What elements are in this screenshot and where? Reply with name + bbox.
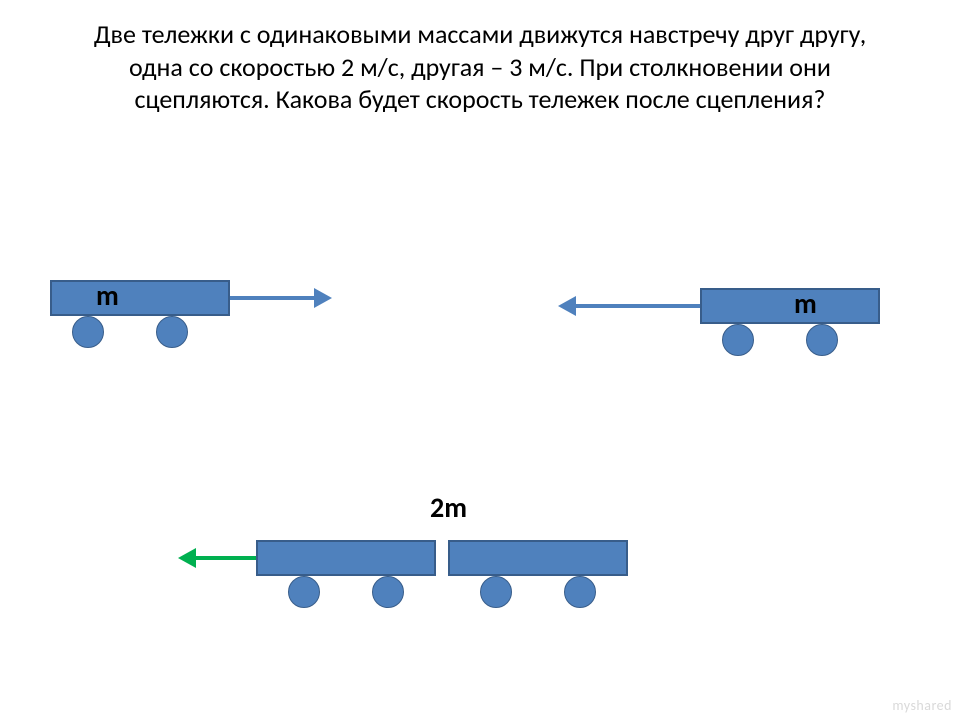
cart-left-arrow-head (314, 288, 332, 308)
cart-right-label: m (794, 286, 817, 321)
cart-right-wheel-2 (806, 324, 838, 356)
cart-left-wheel-1 (72, 316, 104, 348)
combined-wheel-3 (480, 576, 512, 608)
combined-wheel-1 (288, 576, 320, 608)
problem-text: Две тележки с одинаковыми массами движут… (80, 18, 880, 116)
combined-arrow-head (178, 548, 196, 568)
cart-left-wheel-2 (156, 316, 188, 348)
cart-right-body (700, 288, 880, 324)
combined-wheel-2 (372, 576, 404, 608)
cart-left-body (50, 280, 230, 316)
combined-arrow-line (196, 556, 256, 560)
combined-wheel-4 (564, 576, 596, 608)
cart-left-label: m (96, 278, 119, 313)
combined-body-1 (256, 540, 436, 576)
cart-right-wheel-1 (722, 324, 754, 356)
combined-body-2 (448, 540, 628, 576)
cart-right-arrow-head (558, 296, 576, 316)
cart-right-arrow-line (576, 304, 700, 308)
watermark: myshared (892, 697, 952, 714)
cart-left-arrow-line (230, 296, 314, 300)
combined-label: 2m (430, 490, 467, 525)
